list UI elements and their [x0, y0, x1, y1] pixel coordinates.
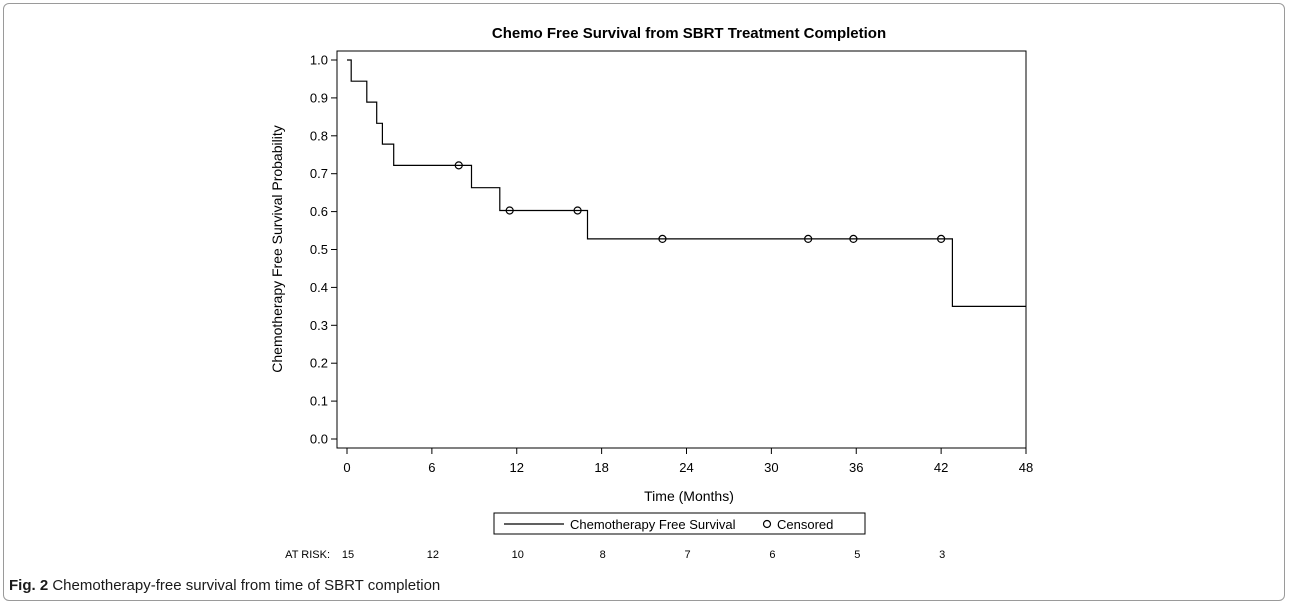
survival-step-line: [347, 59, 1026, 307]
x-tick-label: 0: [343, 460, 350, 475]
chart-title: Chemo Free Survival from SBRT Treatment …: [492, 25, 886, 42]
censored-marker: [573, 206, 582, 215]
censored-marker: [849, 234, 858, 243]
at-risk-count: 15: [342, 549, 354, 561]
censored-marker: [658, 234, 667, 243]
at-risk-count: 5: [854, 549, 860, 561]
x-tick-label: 6: [428, 460, 435, 475]
y-tick-label: 0.1: [310, 394, 328, 409]
survival-series: [347, 59, 1026, 307]
at-risk-row: AT RISK: 15 12 10 8 7 6 5 3: [285, 549, 945, 561]
at-risk-label: AT RISK:: [285, 549, 330, 561]
censored-marker: [505, 206, 514, 215]
at-risk-count: 3: [939, 549, 945, 561]
censored-marker: [454, 161, 463, 170]
y-tick-label: 0.9: [310, 90, 328, 105]
y-tick-label: 0.6: [310, 204, 328, 219]
figure-caption: Fig. 2 Chemotherapy-free survival from t…: [9, 577, 440, 594]
at-risk-count: 7: [684, 549, 690, 561]
plot-area: [336, 50, 1027, 449]
censored-marker: [937, 234, 946, 243]
x-tick-label: 42: [934, 460, 948, 475]
x-axis: 0 6 12 18 24 30 36 42 48: [343, 448, 1033, 475]
caption-prefix: Fig. 2: [9, 577, 49, 594]
at-risk-count: 6: [769, 549, 775, 561]
legend-label-survival: Chemotherapy Free Survival: [570, 517, 736, 532]
y-tick-label: 0.0: [310, 432, 328, 447]
censored-marker: [804, 234, 813, 243]
y-axis-label: Chemotherapy Free Survival Probability: [269, 125, 285, 372]
x-tick-label: 12: [510, 460, 524, 475]
y-axis: 0.0 0.1 0.2 0.3 0.4 0.5 0.6 0.7 0.8 0.9 1.0: [310, 53, 337, 447]
x-tick-label: 18: [594, 460, 608, 475]
at-risk-count: 10: [512, 549, 524, 561]
figure-frame: [3, 3, 1285, 601]
y-tick-label: 0.8: [310, 128, 328, 143]
legend-label-censored: Censored: [777, 517, 833, 532]
y-tick-label: 0.7: [310, 166, 328, 181]
caption-text: Chemotherapy-free survival from time of …: [48, 577, 441, 594]
y-tick-label: 1.0: [310, 53, 328, 68]
legend: Chemotherapy Free Survival Censored: [493, 512, 866, 535]
x-tick-label: 36: [849, 460, 863, 475]
x-tick-label: 24: [679, 460, 693, 475]
censored-series: [454, 161, 946, 243]
y-tick-label: 0.5: [310, 242, 328, 257]
x-tick-label: 30: [764, 460, 778, 475]
legend-marker-swatch: [762, 519, 772, 529]
x-axis-label: Time (Months): [644, 488, 734, 504]
y-tick-label: 0.3: [310, 318, 328, 333]
y-tick-label: 0.2: [310, 356, 328, 371]
at-risk-count: 8: [600, 549, 606, 561]
legend-box: [493, 512, 866, 535]
at-risk-count: 12: [427, 549, 439, 561]
y-tick-label: 0.4: [310, 280, 328, 295]
x-tick-label: 48: [1019, 460, 1033, 475]
